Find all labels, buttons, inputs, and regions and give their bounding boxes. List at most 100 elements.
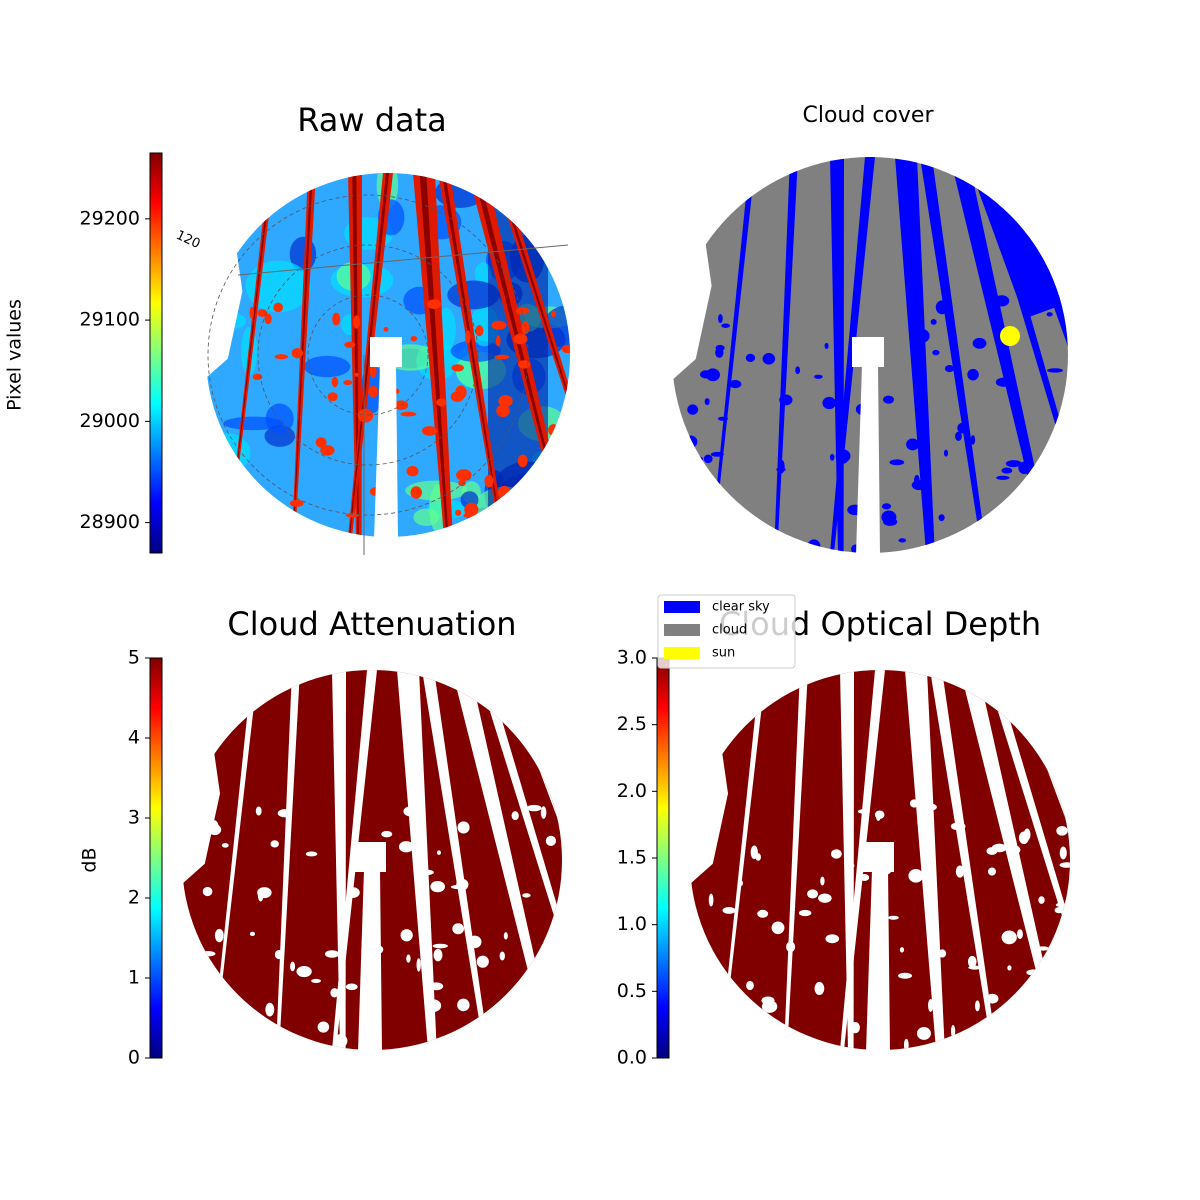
sky-stripe (212, 670, 258, 1050)
sky-stripe (920, 157, 987, 553)
colorbar-tick-label: 3 (128, 807, 140, 829)
sky-texture (488, 503, 512, 537)
sky-spot (986, 993, 999, 1004)
sky-spot (1017, 929, 1023, 940)
mast-mask (358, 870, 382, 1052)
sky-spot (938, 949, 947, 958)
sky-spot (437, 1035, 453, 1049)
sky-spot (944, 365, 955, 373)
sky-spot (410, 486, 422, 499)
sky-spot (515, 307, 530, 315)
sky-spot (1007, 965, 1012, 971)
sky-spot (898, 972, 913, 979)
sky-stripe (905, 670, 945, 1050)
sky-spot (859, 873, 870, 881)
sky-spot (903, 1038, 909, 1050)
colorbar-tick-label: 2.0 (617, 780, 647, 802)
sky-spot (547, 463, 554, 469)
horizon-mask (177, 670, 220, 889)
sky-spot (456, 471, 468, 477)
sky-spot (704, 398, 710, 406)
sky-stripe-core (349, 173, 389, 537)
sky-spot (214, 928, 224, 943)
sky-spot (202, 886, 213, 897)
sky-spot (522, 893, 531, 898)
sky-spot (909, 799, 919, 808)
sky-spot (545, 835, 556, 847)
sky-spot (429, 982, 444, 991)
sky-texture (252, 506, 297, 537)
sky-spot (320, 445, 335, 456)
sky-spot (526, 804, 542, 812)
sky-spot (331, 376, 339, 388)
sky-spot (433, 948, 443, 962)
sky-spot (759, 537, 775, 549)
sky-spot (898, 538, 907, 543)
sky-spot (987, 867, 997, 876)
sky-texture (303, 355, 351, 378)
sky-spot (762, 353, 776, 365)
colorbar (656, 657, 670, 1059)
colorbar (149, 657, 163, 1059)
sky-spot (535, 969, 542, 978)
sky-texture (542, 305, 570, 349)
sky-spot (257, 309, 268, 317)
sky-spot (353, 315, 360, 329)
sky-image (690, 670, 1070, 1050)
sky-spot (383, 326, 389, 332)
sky-spot (189, 964, 206, 972)
sky-spot (524, 977, 537, 990)
sky-spot (786, 941, 796, 953)
sky-spot (700, 370, 712, 379)
sky-spot (249, 931, 256, 937)
colorbar-tick-label: 0.0 (617, 1047, 647, 1069)
sky-spot (889, 459, 905, 466)
sky-texture (519, 180, 555, 206)
sky-spot (955, 865, 965, 878)
sky-spot (257, 887, 272, 899)
sky-spot (814, 981, 825, 996)
colorbar-tick-label: 4 (128, 727, 140, 749)
sky-spot (451, 364, 464, 372)
colorbar-label: Pixel values (4, 299, 26, 411)
sky-stripe-core (496, 173, 570, 537)
sky-spot (357, 408, 374, 423)
colorbar-tick-label: 2 (128, 887, 140, 909)
sky-spot (991, 1042, 1003, 1050)
panel-title: Cloud cover (803, 103, 935, 128)
sky-spot (722, 907, 736, 914)
sky-spot (457, 998, 470, 1012)
sky-stripe (784, 670, 808, 1050)
sky-spot (1055, 902, 1066, 908)
sky-spot (273, 302, 283, 313)
sky-spot (274, 949, 284, 960)
sky-texture (413, 508, 440, 526)
sky-spot (916, 1027, 931, 1040)
sky-spot (1059, 862, 1070, 868)
sky-spot (540, 1021, 554, 1031)
sky-spot (829, 453, 835, 461)
sky-stripe (895, 157, 935, 553)
sky-spot (265, 1002, 275, 1017)
sky-spot (820, 876, 825, 886)
sky-spot (995, 377, 1012, 387)
sky-spot (406, 954, 411, 963)
colorbar-tick-label: 0 (128, 1047, 140, 1069)
sky-spot (824, 342, 829, 350)
sky-spot (513, 333, 528, 345)
sky-spot (745, 353, 756, 363)
sky-spot (289, 499, 304, 507)
sky-spot (418, 869, 434, 876)
sky-spot (535, 979, 547, 991)
mast-mask (856, 365, 880, 555)
sky-stripe-core (292, 173, 313, 537)
horizon-mask (201, 173, 243, 383)
sky-spot (458, 479, 466, 487)
sky-spot (729, 380, 742, 389)
sky-spot (368, 385, 379, 398)
sky-stripe (397, 670, 437, 1050)
sun-marker (1000, 326, 1020, 346)
sky-spot (290, 961, 296, 972)
sky-spot (1059, 846, 1067, 860)
sky-spot (718, 313, 723, 324)
